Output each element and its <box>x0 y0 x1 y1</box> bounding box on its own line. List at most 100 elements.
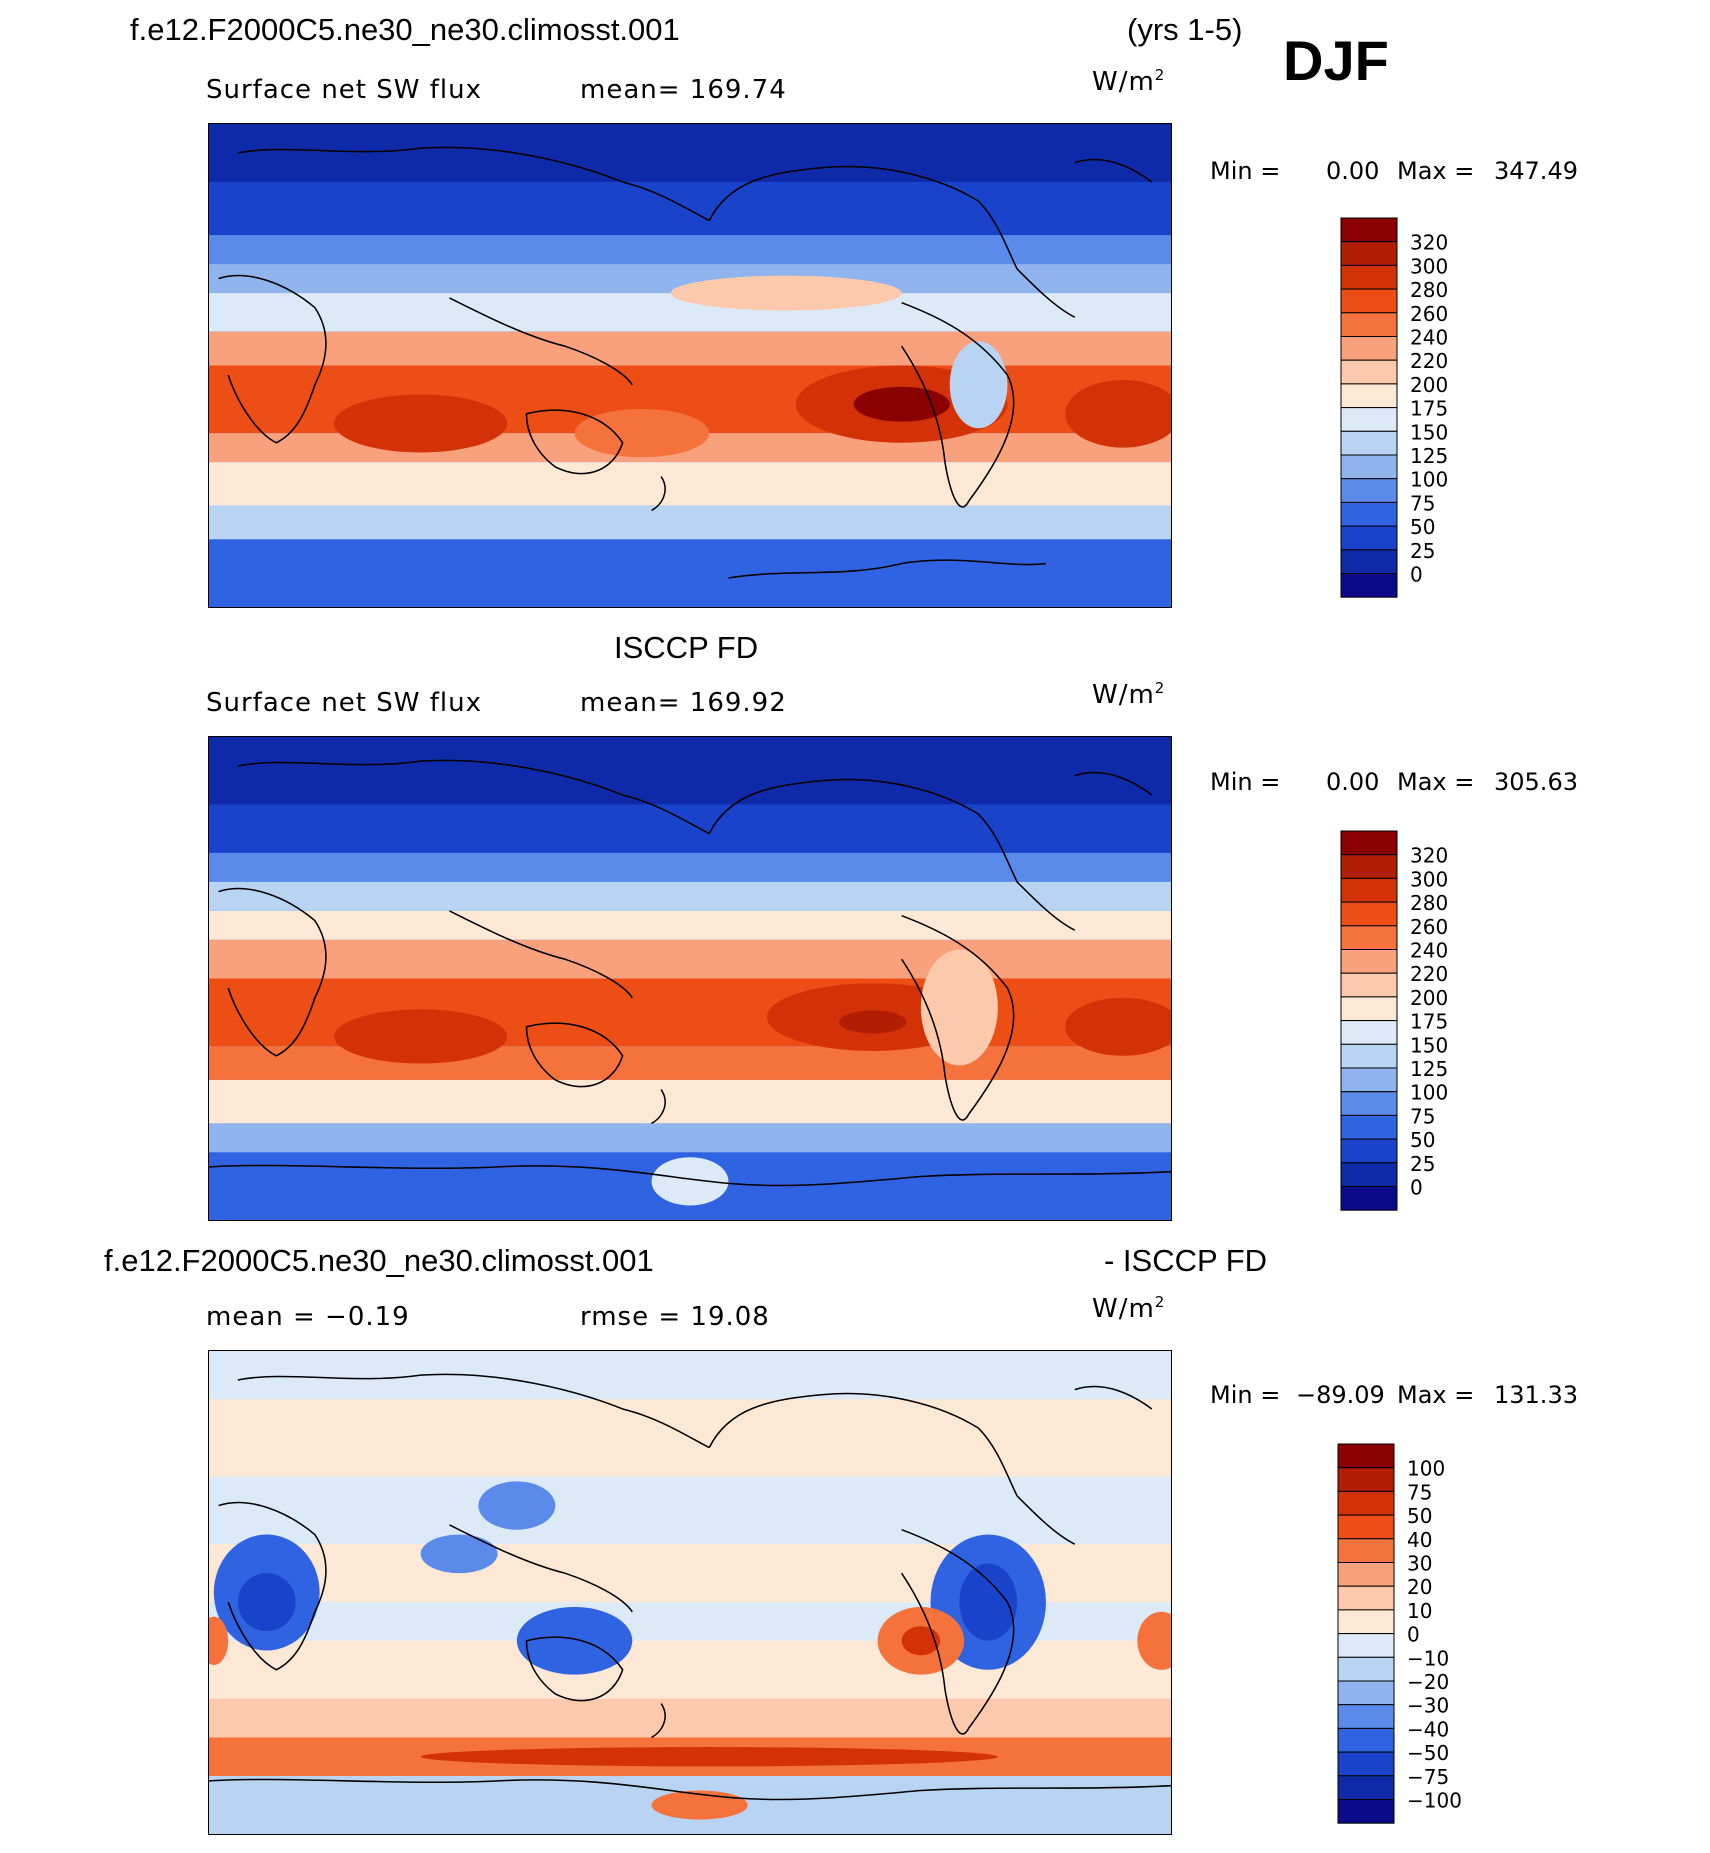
panel3-units: W/m2 <box>1092 1293 1166 1324</box>
panel3-title-right: - ISCCP FD <box>1104 1243 1268 1278</box>
panel3-colorbar-box <box>1337 1490 1395 1516</box>
panel1-colorbar-box <box>1340 217 1398 243</box>
panel1-colorbar-level-label: 240 <box>1410 326 1448 350</box>
panel3-colorbar-box <box>1337 1633 1395 1658</box>
panel3-colorbar-level-label: −40 <box>1407 1717 1449 1741</box>
panel3-colorbar-level-label: −75 <box>1407 1765 1449 1789</box>
panel3-colorbar-level-label: −100 <box>1407 1789 1462 1813</box>
panel2-colorbar-box <box>1340 1091 1398 1116</box>
panel1-min-value: 0.00 <box>1326 157 1380 185</box>
panel2-map-svg <box>209 737 1171 1220</box>
panel2-colorbar-level-label: 75 <box>1410 1104 1435 1128</box>
panel2-colorbar-box <box>1340 1162 1398 1187</box>
panel1-variable: Surface net SW flux <box>206 75 482 105</box>
panel1-mean: mean= 169.74 <box>580 75 787 105</box>
panel1-max-value: 347.49 <box>1494 157 1578 185</box>
panel1-colorbar-box <box>1340 264 1398 290</box>
panel1-colorbar-level-label: 175 <box>1410 397 1448 421</box>
panel3-colorbar-box <box>1337 1443 1395 1469</box>
panel1-colorbar-level-label: 100 <box>1410 468 1448 492</box>
panel2-colorbar-box <box>1340 1020 1398 1045</box>
panel1-colorbar-level-label: 50 <box>1410 515 1435 539</box>
panel2-colorbar-level-label: 280 <box>1410 891 1448 915</box>
panel2-colorbar-level-label: 0 <box>1410 1176 1423 1200</box>
panel1-colorbar-box <box>1340 407 1398 432</box>
panel1-map <box>208 123 1172 608</box>
panel3-colorbar-level-label: 100 <box>1407 1457 1445 1481</box>
panel2-colorbar-level-label: 175 <box>1410 1010 1448 1034</box>
panel2-colorbar-box <box>1340 1043 1398 1069</box>
panel2-colorbar-box <box>1340 1138 1398 1164</box>
panel1-colorbar-box <box>1340 501 1398 527</box>
panel2-colorbar-box <box>1340 925 1398 951</box>
panel3-colorbar: 100 75 50 40 30 20 10 0 −10 −20 −30 −40 −50 −75 −100 <box>1337 1443 1487 1825</box>
panel2-colorbar-box <box>1340 1114 1398 1140</box>
panel3-colorbar-box <box>1337 1538 1395 1564</box>
panel2-colorbar-box <box>1340 972 1398 998</box>
panel3-colorbar-level-label: 10 <box>1407 1599 1432 1623</box>
panel3-colorbar-level-label: 40 <box>1407 1528 1432 1552</box>
panel1-colorbar-box <box>1340 312 1398 338</box>
panel3-colorbar-level-label: −30 <box>1407 1694 1449 1718</box>
panel2-colorbar-level-label: 100 <box>1410 1081 1448 1105</box>
panel1-colorbar-level-label: 75 <box>1410 491 1435 515</box>
panel2-colorbar-box <box>1340 877 1398 903</box>
panel1-colorbar-box <box>1340 336 1398 361</box>
panel3-map-svg <box>209 1351 1171 1834</box>
panel3-colorbar-level-label: 20 <box>1407 1575 1432 1599</box>
panel1-colorbar-level-label: 125 <box>1410 444 1448 468</box>
panel2-max-label: Max = <box>1397 768 1475 796</box>
panel3-colorbar-box <box>1337 1562 1395 1587</box>
panel2-variable: Surface net SW flux <box>206 688 482 718</box>
panel2-colorbar: 320 300 280 260 240 220 200 175 150 125 100 75 50 25 0 <box>1340 830 1480 1212</box>
panel3-colorbar-box <box>1337 1799 1395 1824</box>
panel3-colorbar-level-label: 30 <box>1407 1552 1432 1576</box>
panel3-min-label: Min = <box>1210 1381 1281 1409</box>
panel3-colorbar-level-label: −50 <box>1407 1741 1449 1765</box>
case-name-title: f.e12.F2000C5.ne30_ne30.climosst.001 <box>130 12 680 47</box>
panel1-map-svg <box>209 124 1171 607</box>
panel3-title-left: f.e12.F2000C5.ne30_ne30.climosst.001 <box>104 1243 654 1278</box>
panel2-colorbar-box <box>1340 1067 1398 1093</box>
panel2-colorbar-box <box>1340 854 1398 879</box>
panel1-colorbar-box <box>1340 478 1398 503</box>
season-label: DJF <box>1283 29 1389 92</box>
panel3-colorbar-level-label: −20 <box>1407 1670 1449 1694</box>
panel3-colorbar-box <box>1337 1727 1395 1753</box>
panel3-colorbar-box <box>1337 1609 1395 1635</box>
panel3-colorbar-level-label: −10 <box>1407 1646 1449 1670</box>
panel1-colorbar-box <box>1340 241 1398 266</box>
panel3-colorbar-box <box>1337 1751 1395 1777</box>
panel1-max-label: Max = <box>1397 157 1475 185</box>
panel2-min-label: Min = <box>1210 768 1281 796</box>
panel2-colorbar-level-label: 260 <box>1410 915 1448 939</box>
panel2-colorbar-level-label: 240 <box>1410 939 1448 963</box>
panel3-colorbar-level-label: 75 <box>1407 1480 1432 1504</box>
panel3-colorbar-box <box>1337 1775 1395 1800</box>
panel1-colorbar-level-label: 300 <box>1410 254 1448 278</box>
panel3-mean: mean = −0.19 <box>206 1302 410 1332</box>
panel1-colorbar-level-label: 320 <box>1410 231 1448 255</box>
panel3-max-label: Max = <box>1397 1381 1475 1409</box>
panel2-colorbar-box <box>1340 949 1398 974</box>
panel2-title: ISCCP FD <box>614 630 759 665</box>
panel2-colorbar-level-label: 200 <box>1410 986 1448 1010</box>
panel1-colorbar-level-label: 150 <box>1410 420 1448 444</box>
panel1-colorbar-box <box>1340 430 1398 456</box>
panel3-colorbar-level-label: 50 <box>1407 1504 1432 1528</box>
panel3-min-value: −89.09 <box>1296 1381 1385 1409</box>
panel1-colorbar-box <box>1340 383 1398 409</box>
panel3-colorbar-level-label: 0 <box>1407 1623 1420 1647</box>
years-label: (yrs 1-5) <box>1127 12 1243 47</box>
panel2-units: W/m2 <box>1092 679 1166 710</box>
panel1-colorbar-box <box>1340 525 1398 551</box>
panel2-colorbar-level-label: 150 <box>1410 1033 1448 1057</box>
panel2-colorbar-box <box>1340 1186 1398 1211</box>
panel1-colorbar-box <box>1340 359 1398 385</box>
panel2-colorbar-level-label: 320 <box>1410 844 1448 868</box>
panel3-colorbar-box <box>1337 1656 1395 1682</box>
panel2-colorbar-box <box>1340 996 1398 1022</box>
